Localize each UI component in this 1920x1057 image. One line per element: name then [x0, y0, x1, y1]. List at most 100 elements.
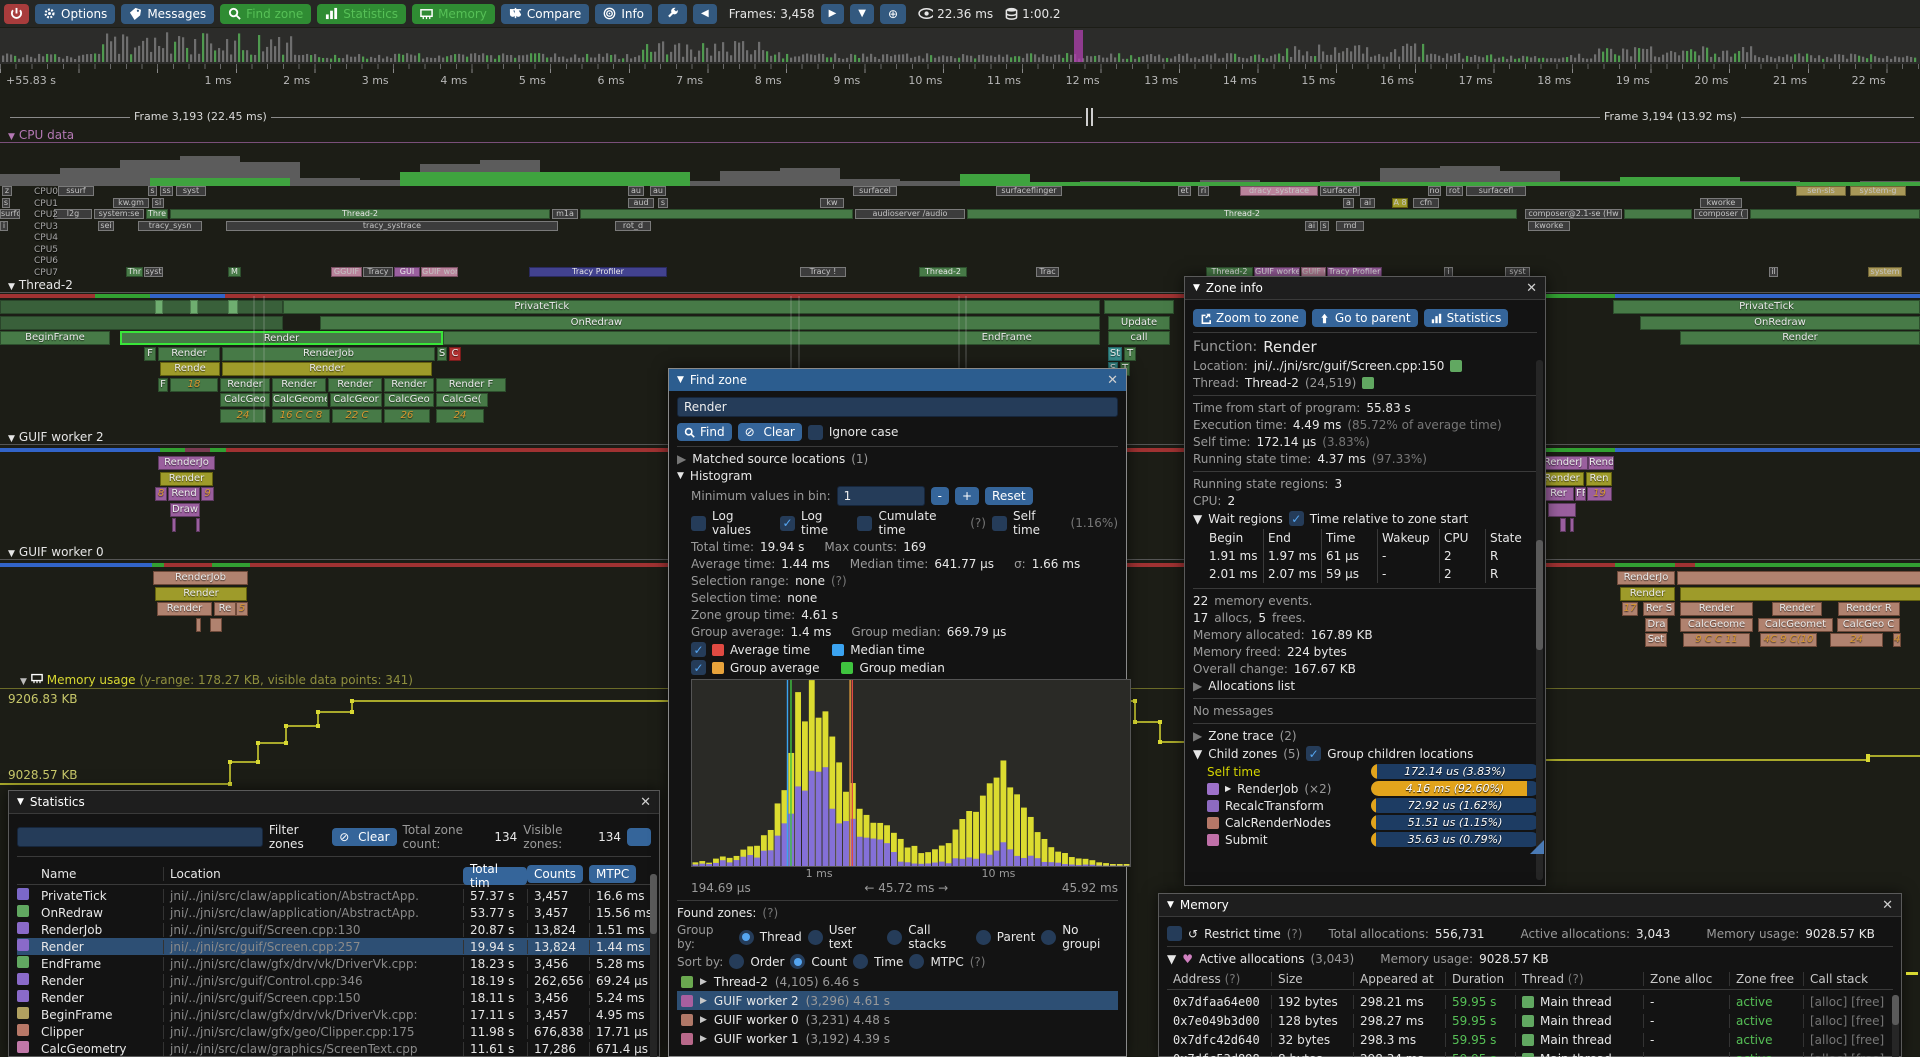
cpu-chip[interactable]: si: [152, 198, 164, 208]
zone[interactable]: 4C 9 C(10: [1760, 633, 1817, 647]
filter-zones-input[interactable]: [17, 827, 263, 847]
zone[interactable]: 4: [1893, 633, 1901, 647]
zone[interactable]: Render: [1680, 331, 1920, 345]
cpu-chip[interactable]: no: [1428, 186, 1441, 196]
cpu-chip[interactable]: GUIF worker 2: [1254, 267, 1300, 277]
memory-col-call-stack[interactable]: Call stack: [1803, 972, 1920, 986]
cpu-chip[interactable]: sei: [98, 221, 114, 231]
section-header-memory-usage[interactable]: ▼ Memory usage (y-range: 178.27 KB, visi…: [20, 672, 413, 687]
zone[interactable]: [0, 300, 283, 314]
statistics-row[interactable]: Renderjni/../jni/src/guif/Screen.cpp:257…: [17, 938, 651, 955]
memory-allocation-row[interactable]: 0x7dfc42d64032 bytes298.3 ms59.95 sMain …: [1167, 1030, 1893, 1049]
cpu-chip[interactable]: ssurf: [58, 186, 94, 196]
expand-icon[interactable]: ▶: [1193, 679, 1202, 693]
cpu-chip[interactable]: s: [1320, 221, 1329, 231]
cpu-chip[interactable]: m1a: [552, 209, 578, 219]
zone[interactable]: 24: [436, 409, 484, 423]
zone[interactable]: call: [1108, 331, 1170, 345]
statistics-row[interactable]: Renderjni/../jni/src/guif/Control.cpp:34…: [17, 972, 651, 989]
zone[interactable]: Render F: [436, 378, 506, 392]
col-mtpc-sort[interactable]: MTPC: [589, 865, 636, 883]
memory-col-duration[interactable]: Duration: [1445, 972, 1515, 986]
zone[interactable]: PrivateTick: [283, 300, 1100, 314]
close-icon[interactable]: ✕: [640, 795, 651, 810]
zone[interactable]: CalcGeo C: [1837, 618, 1900, 632]
cpu-chip[interactable]: A 8: [1392, 198, 1408, 208]
child-zone-row[interactable]: Self time172.14 us (3.83%): [1207, 764, 1537, 779]
zone[interactable]: 5: [236, 602, 248, 616]
zone[interactable]: OnRedraw: [1640, 316, 1920, 330]
find-button[interactable]: Find: [677, 423, 732, 441]
zone[interactable]: [155, 300, 163, 314]
zone[interactable]: Render: [160, 472, 213, 486]
cpu-chip[interactable]: tracy_systrace: [226, 221, 558, 231]
memory-col-size[interactable]: Size: [1271, 972, 1353, 986]
cpu-chip[interactable]: GGUIF: [331, 267, 362, 277]
group-by-user-text[interactable]: [808, 930, 823, 945]
zone[interactable]: Render: [158, 347, 220, 361]
zone[interactable]: Rer: [1543, 487, 1574, 501]
statistics-scrollbar[interactable]: [650, 874, 657, 934]
zone[interactable]: CalcGeome: [272, 393, 328, 407]
source-location-swatch[interactable]: [1450, 360, 1462, 372]
min-bin-input[interactable]: 1: [837, 486, 925, 506]
extra-button[interactable]: [627, 828, 651, 846]
statistics-row[interactable]: BeginFramejni/../jni/src/claw/gfx/drv/vk…: [17, 1006, 651, 1023]
tools-button[interactable]: [658, 4, 687, 24]
statistics-button[interactable]: Statistics: [1424, 309, 1509, 327]
cpu-chip[interactable]: M: [228, 267, 241, 277]
zone[interactable]: St: [1108, 347, 1122, 361]
cpu-chip[interactable]: s: [658, 198, 668, 208]
zone[interactable]: [1560, 518, 1566, 532]
zone[interactable]: Update: [1108, 316, 1170, 330]
zone[interactable]: 8: [155, 487, 167, 501]
cpu-chip[interactable]: system: [1868, 267, 1902, 277]
cpu-chip[interactable]: surfaceflinger: [996, 186, 1062, 196]
zone[interactable]: Draw: [170, 503, 200, 517]
zone[interactable]: [210, 618, 222, 632]
memory-scrollbar[interactable]: [1892, 995, 1899, 1025]
zone[interactable]: [0, 316, 283, 330]
memory-col-address[interactable]: Address (?): [1167, 972, 1271, 986]
col-total-time-sort[interactable]: Total tim: [463, 867, 527, 885]
found-zone-group[interactable]: ▶GUIF worker 1(3,192) 4.39 s: [677, 1029, 1118, 1048]
zone[interactable]: F: [158, 378, 168, 392]
cpu-chip[interactable]: Tracy Profiler: [1327, 267, 1382, 277]
found-zone-group[interactable]: ▶GUIF worker 0(3,231) 4.48 s: [677, 1010, 1118, 1029]
section-header-guif-worker-0[interactable]: ▼GUIF worker 0: [8, 545, 104, 559]
cpu-chip[interactable]: syst: [1505, 267, 1530, 277]
sort-by-mtpc[interactable]: [909, 954, 924, 969]
group-by-parent[interactable]: [976, 930, 991, 945]
zone[interactable]: Render: [328, 378, 382, 392]
legend-checkbox[interactable]: ✓: [691, 660, 706, 675]
close-icon[interactable]: ✕: [1107, 373, 1118, 388]
statistics-row[interactable]: Clipperjni/../jni/src/claw/gfx/geo/Clipp…: [17, 1023, 651, 1040]
cpu-chip[interactable]: s: [2, 198, 10, 208]
messages-button[interactable]: Messages: [121, 4, 214, 24]
group-by-thread[interactable]: [739, 930, 754, 945]
close-icon[interactable]: ✕: [1526, 281, 1537, 296]
zone[interactable]: Ren: [1586, 472, 1612, 486]
cpu-chip[interactable]: s: [148, 186, 157, 196]
zone[interactable]: 19: [1587, 487, 1612, 501]
cpu-chip[interactable]: ai: [1360, 198, 1375, 208]
collapse-icon[interactable]: ▼: [17, 797, 24, 807]
found-zone-group[interactable]: ▶Thread-2(4,105) 6.46 s: [677, 972, 1118, 991]
zone[interactable]: CalcGeor: [330, 393, 382, 407]
collapse-icon[interactable]: ▼: [677, 375, 684, 385]
collapse-icon[interactable]: ▼: [677, 471, 684, 481]
allocations-list-section[interactable]: Allocations list: [1208, 679, 1295, 693]
child-zones-section[interactable]: Child zones: [1208, 747, 1277, 761]
cpu-chip[interactable]: system:se: [94, 209, 144, 219]
cpu-chip[interactable]: tracy_sysn: [138, 221, 202, 231]
alloc-call-stack[interactable]: [alloc] [free]: [1803, 1014, 1920, 1028]
cpu-chip[interactable]: GUIF wor: [421, 267, 458, 277]
prev-frame-button[interactable]: ◀: [693, 4, 717, 24]
histogram-plot[interactable]: [691, 679, 1131, 867]
cpu-chip[interactable]: Thr: [126, 267, 143, 277]
collapse-icon[interactable]: ▼: [1193, 512, 1202, 526]
zone[interactable]: [190, 300, 198, 314]
zone[interactable]: 24: [1830, 633, 1883, 647]
cpu-chip[interactable]: composer (: [1694, 209, 1748, 219]
min-bin-decrease-button[interactable]: -: [931, 487, 949, 505]
